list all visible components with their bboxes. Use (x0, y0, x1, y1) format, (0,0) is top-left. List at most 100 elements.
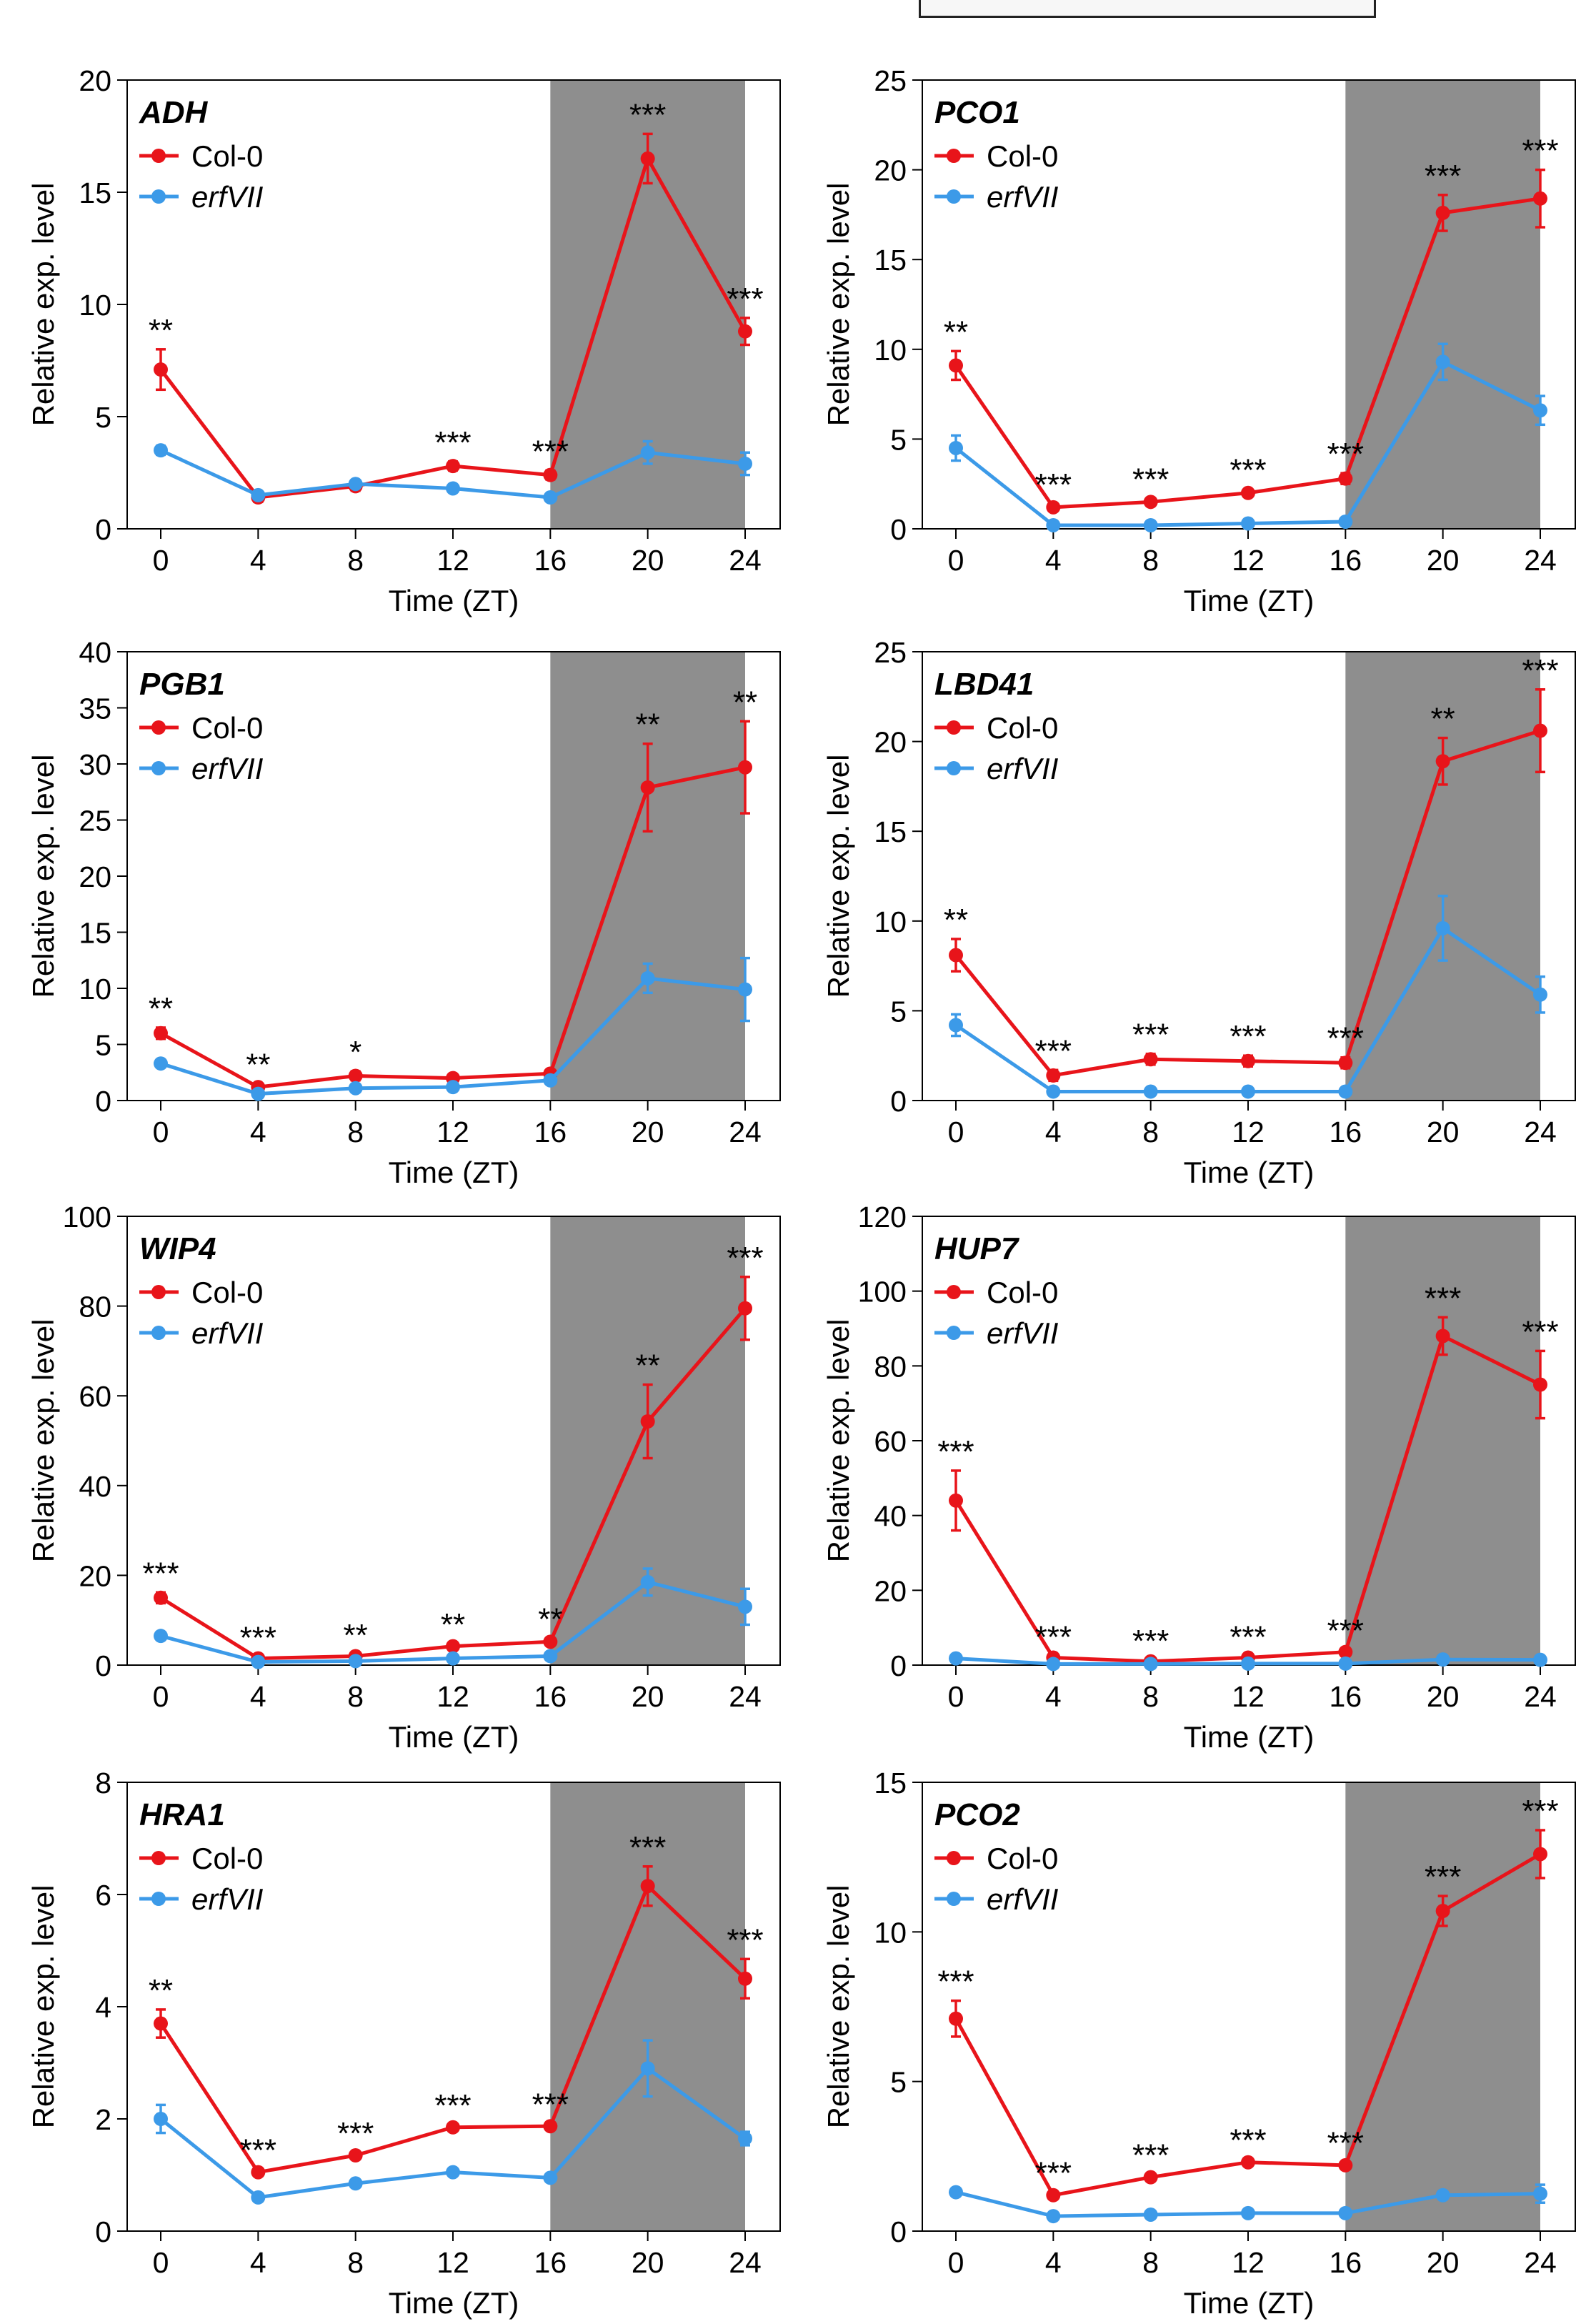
significance-label: *** (1132, 1018, 1169, 1053)
data-point-col0 (1338, 1056, 1353, 1071)
significance-label: *** (1522, 134, 1558, 169)
y-axis-label: Relative exp. level (822, 1319, 855, 1563)
significance-label: *** (240, 1621, 276, 1656)
x-tick-label: 24 (729, 544, 762, 577)
data-point-erfvii (738, 2131, 752, 2146)
data-point-col0 (543, 1634, 558, 1649)
y-axis-label: Relative exp. level (822, 755, 855, 998)
gene-title-pgb1: PGB1 (139, 667, 225, 702)
data-point-erfvii (1241, 2205, 1255, 2220)
x-tick-label: 4 (1045, 2246, 1062, 2279)
significance-label: *** (1327, 2126, 1364, 2161)
y-axis-label: Relative exp. level (26, 755, 60, 998)
y-tick-label: 0 (890, 513, 907, 546)
x-tick-label: 16 (534, 2246, 567, 2279)
legend-label-erfvii: erfVII (191, 180, 264, 214)
data-point-col0 (1241, 2155, 1255, 2170)
gene-title-pco2: PCO2 (934, 1797, 1020, 1832)
chart-panel-lbd41: 0 5 10 15 20 25 0 4 8 12 16 20 24 Time (ZT) Relative e… (795, 622, 1590, 1193)
x-tick-label: 16 (1330, 1116, 1362, 1148)
x-axis-label: Time (ZT) (389, 1156, 519, 1189)
significance-label: ** (733, 685, 757, 720)
data-point-col0 (640, 780, 655, 795)
significance-label: *** (532, 2087, 569, 2122)
significance-label: ** (636, 1349, 660, 1384)
legend-point-erfvii (151, 1326, 166, 1340)
legend-point-col0 (151, 149, 166, 163)
y-tick-label: 0 (95, 513, 111, 546)
x-tick-label: 0 (948, 1680, 964, 1713)
legend-label-erfvii: erfVII (987, 1316, 1059, 1350)
x-tick-label: 0 (153, 1680, 169, 1713)
data-point-erfvii (251, 1654, 266, 1669)
data-point-col0 (1435, 205, 1450, 220)
x-tick-label: 8 (1142, 544, 1159, 577)
y-tick-label: 25 (79, 805, 111, 838)
x-tick-label: 12 (1232, 1680, 1265, 1713)
x-axis-label: Time (ZT) (1184, 584, 1315, 617)
x-tick-label: 16 (534, 544, 567, 577)
significance-label: *** (1522, 1794, 1558, 1829)
data-point-erfvii (640, 445, 655, 460)
x-axis-label: Time (ZT) (1184, 1720, 1315, 1754)
x-tick-label: 20 (1427, 1680, 1460, 1713)
significance-label: *** (727, 282, 763, 317)
x-tick-label: 4 (1045, 544, 1062, 577)
data-point-erfvii (1435, 1652, 1450, 1667)
y-tick-label: 15 (79, 177, 111, 209)
data-point-erfvii (738, 456, 752, 471)
data-point-col0 (1533, 191, 1547, 206)
data-point-erfvii (1533, 1652, 1547, 1667)
y-tick-label: 25 (874, 636, 907, 669)
x-tick-label: 24 (1524, 2246, 1557, 2279)
data-point-col0 (1046, 2188, 1061, 2203)
legend-label-col0: Col-0 (987, 139, 1058, 173)
data-point-col0 (154, 2016, 168, 2031)
data-point-erfvii (348, 1081, 363, 1096)
figure-top-frame (919, 0, 1376, 18)
x-tick-label: 4 (250, 1680, 266, 1713)
significance-label: ** (944, 314, 968, 349)
y-tick-label: 0 (95, 2215, 111, 2248)
data-point-col0 (1143, 495, 1158, 510)
night-shade (1345, 1782, 1540, 2231)
y-tick-label: 5 (95, 401, 111, 434)
y-tick-label: 40 (79, 636, 111, 669)
legend-point-erfvii (947, 189, 961, 204)
data-point-erfvii (949, 2185, 963, 2200)
data-point-col0 (949, 2011, 963, 2026)
data-point-erfvii (154, 443, 168, 458)
significance-label: *** (337, 2116, 374, 2151)
significance-label: *** (1327, 1614, 1364, 1649)
x-axis-label: Time (ZT) (1184, 1156, 1315, 1189)
y-axis-label: Relative exp. level (26, 1885, 60, 2129)
significance-label: *** (1035, 2156, 1072, 2191)
data-point-erfvii (251, 2190, 266, 2205)
chart-panel-adh: 0 5 10 15 20 0 4 8 12 16 20 24 Time (ZT) Relative exp… (0, 50, 795, 622)
data-point-col0 (640, 1879, 655, 1894)
legend-label-erfvii: erfVII (191, 1316, 264, 1350)
legend-label-erfvii: erfVII (987, 1882, 1059, 1916)
x-axis-label: Time (ZT) (389, 584, 519, 617)
x-tick-label: 4 (250, 544, 266, 577)
x-tick-label: 16 (1330, 1680, 1362, 1713)
data-point-col0 (543, 2119, 558, 2134)
data-point-erfvii (1046, 2209, 1061, 2224)
data-point-erfvii (1435, 354, 1450, 369)
y-tick-label: 0 (95, 1085, 111, 1118)
data-point-erfvii (1046, 517, 1061, 532)
y-axis-label: Relative exp. level (26, 1319, 60, 1563)
y-tick-label: 20 (874, 726, 907, 759)
data-point-erfvii (154, 1056, 168, 1071)
y-tick-label: 0 (95, 1649, 111, 1682)
y-tick-label: 10 (79, 289, 111, 322)
significance-label: *** (434, 425, 471, 460)
y-tick-label: 0 (890, 1649, 907, 1682)
data-point-erfvii (543, 2170, 558, 2185)
data-point-erfvii (949, 440, 963, 455)
significance-label: *** (727, 1922, 763, 1957)
data-point-erfvii (251, 487, 266, 502)
gene-title-hra1: HRA1 (139, 1797, 225, 1832)
significance-label: *** (937, 1965, 974, 2000)
x-tick-label: 4 (250, 2246, 266, 2279)
